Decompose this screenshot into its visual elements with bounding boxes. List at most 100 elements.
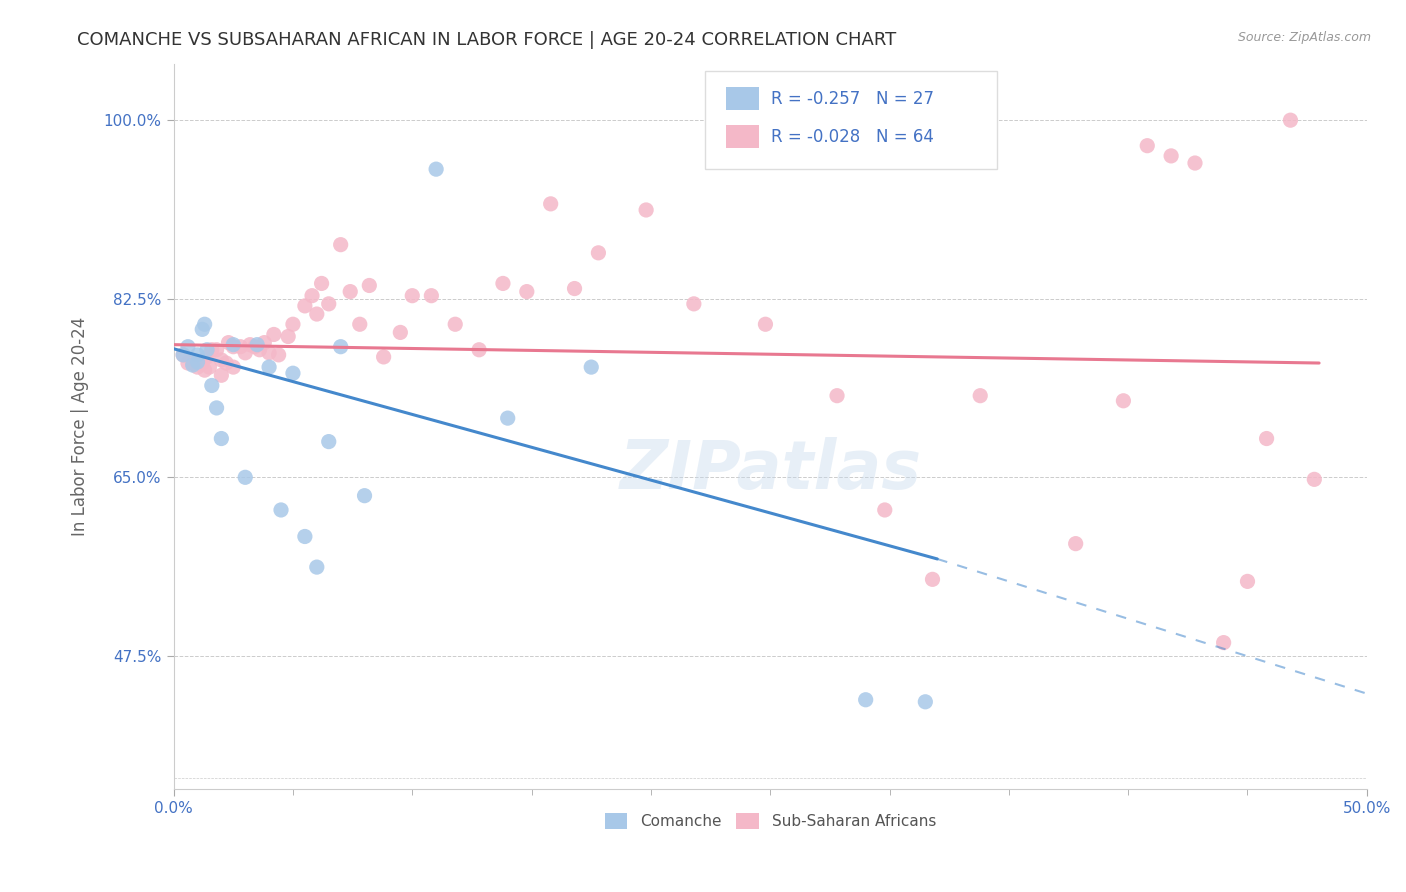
Point [1136,138,1159,153]
Point [305,560,328,574]
Point [218,335,240,350]
Y-axis label: In Labor Force | Age 20-24: In Labor Force | Age 20-24 [72,317,89,536]
Point [349,318,371,332]
Bar [725,125,759,148]
Point [246,337,269,351]
Point [1303,472,1326,486]
Point [186,348,208,362]
Point [186,355,208,369]
Point [540,197,562,211]
Point [263,327,285,342]
Point [172,348,194,362]
Point [249,343,271,357]
Point [270,503,292,517]
Point [636,202,658,217]
Point [921,572,943,586]
Point [198,360,221,375]
Point [389,326,412,340]
Point [492,277,515,291]
Point [305,307,328,321]
Point [318,297,340,311]
Point [468,343,491,357]
Text: ZIPatlas: ZIPatlas [619,437,921,503]
Text: COMANCHE VS SUBSAHARAN AFRICAN IN LABOR FORCE | AGE 20-24 CORRELATION CHART: COMANCHE VS SUBSAHARAN AFRICAN IN LABOR … [77,31,897,49]
Point [1256,432,1278,446]
Point [191,322,214,336]
Point [177,356,200,370]
Point [496,411,519,425]
Point [318,434,340,449]
Point [195,350,218,364]
Point [186,360,208,375]
Point [281,318,304,332]
Point [294,299,316,313]
Point [172,348,194,362]
Point [420,288,443,302]
Point [194,363,217,377]
Point [359,278,381,293]
Point [1184,156,1206,170]
Point [311,277,333,291]
Point [222,337,245,351]
Point [855,692,877,706]
Point [329,340,352,354]
Point [564,281,586,295]
Point [373,350,395,364]
Point [181,356,204,370]
Point [205,343,228,357]
Point [201,378,224,392]
Point [339,285,361,299]
Point [181,358,204,372]
Point [243,340,266,354]
Point [1279,113,1302,128]
Point [1112,393,1135,408]
Point [294,529,316,543]
Point [177,340,200,354]
Point [969,389,991,403]
Point [588,245,610,260]
Point [222,360,245,375]
Point [353,489,375,503]
FancyBboxPatch shape [704,71,997,169]
Point [914,695,936,709]
Text: R = -0.257   N = 27: R = -0.257 N = 27 [772,90,935,108]
Point [1160,149,1182,163]
Legend: Comanche, Sub-Saharan Africans: Comanche, Sub-Saharan Africans [599,807,942,835]
Point [1236,574,1258,589]
Point [201,343,224,357]
Point [257,360,280,375]
Point [239,337,262,351]
Point [401,288,423,302]
Text: R = -0.028   N = 64: R = -0.028 N = 64 [772,128,935,145]
Point [267,348,290,362]
Point [209,353,232,368]
Point [205,401,228,415]
Point [301,288,323,302]
Point [825,389,848,403]
Point [754,318,776,332]
Point [229,340,252,354]
Point [444,318,467,332]
Point [215,356,238,370]
Bar [725,87,759,111]
Point [329,237,352,252]
Point [1064,536,1087,550]
Text: Source: ZipAtlas.com: Source: ZipAtlas.com [1237,31,1371,45]
Point [873,503,896,517]
Point [209,368,232,383]
Point [195,343,218,357]
Point [1212,635,1234,649]
Point [194,318,217,332]
Point [233,346,256,360]
Point [222,340,245,354]
Point [209,432,232,446]
Point [425,162,447,177]
Point [257,346,280,360]
Point [281,366,304,380]
Point [581,360,603,375]
Point [253,335,276,350]
Point [277,329,299,343]
Point [516,285,538,299]
Point [682,297,704,311]
Point [233,470,256,484]
